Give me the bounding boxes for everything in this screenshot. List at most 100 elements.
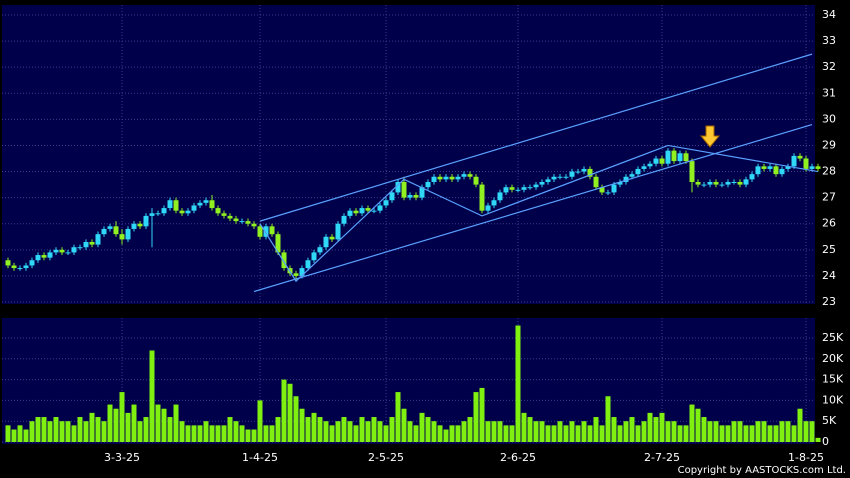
candle-body xyxy=(215,208,221,214)
candle-body xyxy=(575,171,581,173)
candle-body xyxy=(203,200,209,203)
candle-body xyxy=(815,166,821,169)
candle-body xyxy=(785,166,791,169)
candle-body xyxy=(743,179,749,185)
candle-body xyxy=(749,174,755,180)
volume-bar xyxy=(209,425,215,442)
volume-bar xyxy=(485,421,491,442)
volume-bar xyxy=(215,425,221,442)
candle-body xyxy=(611,184,617,193)
candle-body xyxy=(329,236,335,240)
candle-body xyxy=(677,153,683,162)
volume-bar xyxy=(737,421,743,442)
volume-bar xyxy=(677,425,683,442)
y-tick-label: 28 xyxy=(822,165,836,178)
volume-bar xyxy=(593,417,599,442)
candle-body xyxy=(125,228,131,240)
candle-body xyxy=(41,255,47,258)
volume-bar xyxy=(449,425,455,442)
candle-body xyxy=(149,213,155,216)
volume-bar xyxy=(257,400,263,442)
candle-body xyxy=(707,181,713,185)
candle-body xyxy=(155,213,161,215)
volume-bar xyxy=(11,429,17,442)
candle-body xyxy=(185,210,191,214)
candle-body xyxy=(245,221,251,224)
candle-body xyxy=(653,158,659,164)
candle-body xyxy=(179,210,185,214)
candle-body xyxy=(425,181,431,188)
volume-bar xyxy=(803,421,809,442)
candle-body xyxy=(665,150,671,164)
candle-body xyxy=(65,252,71,254)
y-tick-label: 31 xyxy=(822,86,836,99)
volume-bar xyxy=(317,417,323,442)
volume-bar xyxy=(479,387,485,442)
volume-bar xyxy=(653,417,659,442)
candle-body xyxy=(359,208,365,214)
volume-bar xyxy=(173,404,179,442)
volume-bar xyxy=(641,421,647,442)
candle-body xyxy=(569,171,575,177)
candle-body xyxy=(113,226,119,235)
candle-body xyxy=(389,192,395,201)
volume-bar xyxy=(197,425,203,442)
volume-bar xyxy=(263,425,269,442)
candle-body xyxy=(797,155,803,159)
candle-body xyxy=(407,195,413,198)
candle-body xyxy=(419,187,425,198)
candle-body xyxy=(323,236,329,248)
volume-bar xyxy=(311,412,317,442)
candle-body xyxy=(233,218,239,222)
volume-bar xyxy=(323,421,329,442)
trendline xyxy=(259,53,813,222)
candle-body xyxy=(509,187,515,190)
candle-body xyxy=(701,184,707,186)
volume-bar xyxy=(371,417,377,442)
candle-body xyxy=(293,273,299,276)
volume-bar xyxy=(47,421,53,442)
candle-body xyxy=(719,184,725,186)
volume-bar xyxy=(623,421,629,442)
volume-bar xyxy=(527,417,533,442)
x-tick-label: 1-4-25 xyxy=(242,451,278,464)
volume-bar xyxy=(629,417,635,442)
copyright: Copyright by AASTOCKS.com Ltd. xyxy=(678,465,846,476)
candle-body xyxy=(731,181,737,183)
volume-bar xyxy=(407,421,413,442)
y2-tick-label: 5K xyxy=(822,414,837,427)
candle-body xyxy=(713,181,719,185)
volume-bar xyxy=(551,425,557,442)
volume-bar xyxy=(71,425,77,442)
candle-body xyxy=(461,174,467,177)
candle-body xyxy=(473,176,479,185)
candle-body xyxy=(503,187,509,193)
volume-bar xyxy=(119,392,125,442)
y2-tick-label: 15K xyxy=(822,373,844,386)
candle-body xyxy=(557,176,563,178)
candle-body xyxy=(395,181,401,193)
volume-bar xyxy=(533,421,539,442)
volume-bar xyxy=(563,425,569,442)
volume-bar xyxy=(113,408,119,442)
x-tick-label: 2-6-25 xyxy=(500,451,536,464)
volume-bar xyxy=(437,425,443,442)
volume-bar xyxy=(755,421,761,442)
candle-body xyxy=(437,176,443,180)
volume-bar xyxy=(647,412,653,442)
trendline xyxy=(253,124,813,293)
volume-bar xyxy=(281,379,287,442)
volume-bar xyxy=(329,425,335,442)
candle-body xyxy=(581,168,587,172)
volume-bar xyxy=(239,425,245,442)
volume-bar xyxy=(233,421,239,442)
candle-body xyxy=(227,215,233,219)
volume-bar xyxy=(503,425,509,442)
candle-body xyxy=(71,247,77,253)
y2-tick-label: 20K xyxy=(822,352,844,365)
candle-body xyxy=(623,176,629,182)
candle-body xyxy=(689,161,695,182)
volume-bar xyxy=(761,421,767,442)
candle-body xyxy=(281,252,287,269)
